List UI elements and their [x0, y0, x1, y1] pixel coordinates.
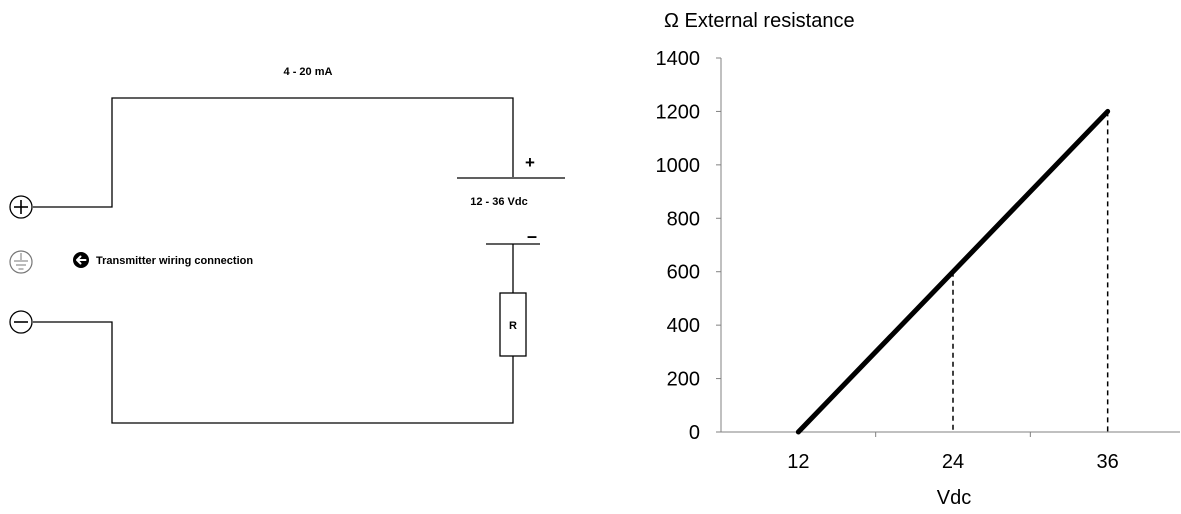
y-tick-label: 600	[667, 262, 700, 284]
y-tick-label: 1400	[656, 48, 701, 70]
supply-minus-sign: –	[527, 226, 537, 246]
supply-plus-sign: +	[525, 153, 535, 172]
x-axis-ticks: 12 24 36	[787, 432, 1119, 473]
series-line	[795, 108, 1111, 435]
ground-terminal-icon	[9, 250, 33, 274]
connection-label: Transmitter wiring connection	[96, 255, 253, 267]
y-axis-ticks: 0 200 400 600 800 1000 1200 1400	[656, 48, 721, 444]
y-tick-label: 400	[667, 315, 700, 337]
x-tick-label: 36	[1097, 451, 1119, 473]
y-tick-label: 0	[689, 422, 700, 444]
terminal-positive	[9, 195, 33, 219]
x-tick-label: 12	[787, 451, 809, 473]
terminal-ground	[9, 250, 33, 274]
chart-title: Ω External resistance	[664, 10, 855, 32]
reference-lines	[952, 111, 1109, 432]
supply-voltage-label: 12 - 36 Vdc	[470, 196, 527, 208]
connection-callout: Transmitter wiring connection	[73, 252, 253, 268]
top-wire	[33, 97, 514, 208]
current-label: 4 - 20 mA	[284, 66, 333, 78]
y-tick-label: 1000	[656, 155, 701, 177]
resistor-label: R	[509, 320, 517, 332]
y-tick-label: 800	[667, 208, 700, 230]
x-tick-label: 24	[942, 451, 964, 473]
bottom-wire	[33, 321, 514, 424]
terminal-negative	[9, 310, 33, 334]
resistor-symbol	[499, 292, 527, 357]
y-tick-label: 200	[667, 369, 700, 391]
chart-series	[795, 108, 1111, 435]
resistance-chart: Ω External resistance 0 200 400 600 800 1000 1…	[656, 10, 1180, 509]
wiring-circuit	[33, 97, 565, 424]
y-tick-label: 1200	[656, 101, 701, 123]
x-axis-label: Vdc	[937, 487, 971, 509]
